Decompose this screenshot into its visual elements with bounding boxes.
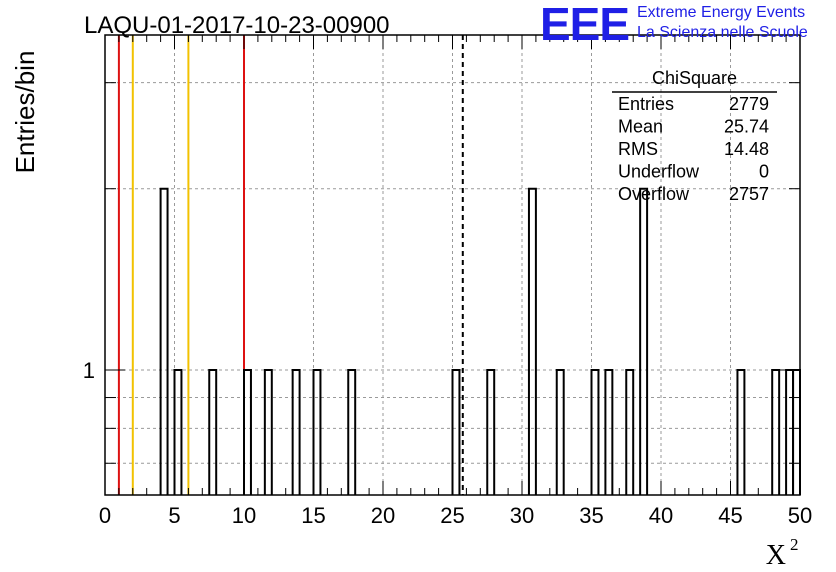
histogram-bar: [527, 187, 537, 495]
x-tick-label: 45: [718, 503, 742, 528]
stats-row-label: RMS: [618, 139, 658, 159]
histogram-bar: [243, 368, 252, 495]
x-tick-label: 30: [510, 503, 534, 528]
axis-ticks: [104, 35, 801, 495]
logo-line-1: Extreme Energy Events: [637, 4, 806, 21]
stats-box-title: ChiSquare: [652, 68, 737, 88]
x-tick-label: 25: [440, 503, 464, 528]
x-tick-label: 10: [232, 503, 256, 528]
eee-logo-mark: EEE: [540, 0, 630, 50]
stats-box: ChiSquare Entries 2779 Mean 25.74 RMS 14.48 Und…: [612, 68, 777, 204]
x-tick-label: 50: [788, 503, 812, 528]
x-axis-label: X: [766, 540, 786, 571]
histogram-bar: [771, 368, 781, 495]
histogram-bar: [451, 368, 461, 495]
logo-line-2: La Scienza nelle Scuole: [637, 24, 808, 41]
stats-row-value: 2779: [729, 94, 769, 114]
stats-row-label: Mean: [618, 117, 663, 137]
histogram-bar: [263, 368, 273, 495]
x-tick-label: 20: [371, 503, 395, 528]
histogram-bar: [486, 368, 496, 495]
histogram-bar: [625, 368, 635, 495]
stats-row-value: 14.48: [724, 139, 769, 159]
x-axis-label-superscript: 2: [790, 535, 799, 554]
histogram-bar: [312, 368, 322, 495]
y-tick-label: 1: [83, 358, 95, 383]
histogram-bar: [173, 368, 183, 495]
x-tick-label: 40: [649, 503, 673, 528]
histogram-bars: [159, 187, 801, 495]
x-axis-label-base: X: [766, 540, 786, 571]
x-tick-label: 5: [168, 503, 180, 528]
grid-layer: [105, 35, 800, 495]
histogram-bar: [785, 368, 795, 495]
tick-labels: 0 5 10 15 20 25 30 35 40 45 50 1: [83, 358, 812, 528]
histogram-bar: [604, 368, 614, 495]
histogram-bar: [555, 368, 565, 495]
histogram-bar: [159, 187, 169, 495]
stats-row-label: Entries: [618, 94, 674, 114]
x-tick-label: 35: [579, 503, 603, 528]
histogram-bar: [736, 368, 746, 495]
stats-row-value: 0: [759, 162, 769, 182]
histogram-bar: [347, 368, 357, 495]
histogram-bar: [208, 368, 218, 495]
histogram-bar: [792, 368, 801, 495]
eee-logo: EEE Extreme Energy Events La Scienza nel…: [540, 0, 836, 50]
x-tick-label: 15: [301, 503, 325, 528]
chart-title: LAQU-01-2017-10-23-00900: [84, 12, 390, 39]
y-axis-label: Entries/bin: [10, 51, 40, 174]
stats-row-value: 25.74: [724, 117, 769, 137]
stats-row-label: Overflow: [618, 184, 690, 204]
stats-row-value: 2757: [729, 184, 769, 204]
histogram-bar: [639, 187, 649, 495]
stats-row-label: Underflow: [618, 162, 700, 182]
histogram-bar: [291, 368, 301, 495]
histogram-bar: [590, 368, 600, 495]
x-tick-label: 0: [99, 503, 111, 528]
